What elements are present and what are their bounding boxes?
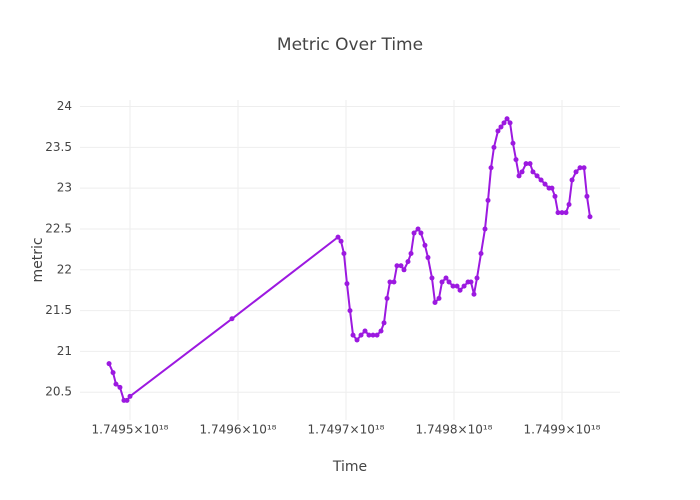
marker [530, 169, 536, 175]
marker [411, 230, 417, 236]
marker [454, 283, 460, 289]
marker [366, 332, 372, 338]
y-tick-label: 23.5 [45, 140, 72, 154]
x-tick-label: 1.7499×10¹⁸ [524, 423, 601, 437]
marker [106, 361, 112, 367]
marker [127, 393, 133, 399]
marker [381, 320, 387, 326]
marker [501, 120, 507, 126]
marker [491, 144, 497, 150]
y-tick-label: 22.5 [45, 221, 72, 235]
marker [504, 116, 510, 122]
marker [432, 299, 438, 305]
marker [538, 177, 544, 183]
x-tick-label: 1.7495×10¹⁸ [92, 423, 169, 437]
marker [344, 281, 350, 287]
y-axis-title: metric [30, 237, 46, 282]
marker [555, 210, 561, 216]
marker [577, 165, 583, 171]
marker [478, 250, 484, 256]
marker [113, 381, 119, 387]
x-tick-label: 1.7498×10¹⁸ [416, 423, 493, 437]
marker [516, 173, 522, 179]
marker [384, 295, 390, 301]
marker [387, 279, 393, 285]
marker [457, 287, 463, 293]
x-axis-title: Time [332, 459, 367, 475]
marker [436, 295, 442, 301]
marker [468, 279, 474, 285]
marker [335, 234, 341, 240]
marker [507, 120, 513, 126]
marker [358, 332, 364, 338]
marker [581, 165, 587, 171]
y-tick-label: 21 [57, 344, 72, 358]
chart-title: Metric Over Time [277, 35, 423, 55]
marker [362, 328, 368, 334]
marker [446, 279, 452, 285]
marker [429, 275, 435, 281]
y-tick-label: 24 [57, 99, 72, 113]
marker [563, 210, 569, 216]
marker [542, 181, 548, 187]
marker [391, 279, 397, 285]
marker [401, 267, 407, 273]
marker [584, 193, 590, 199]
marker [443, 275, 449, 281]
marker [552, 193, 558, 199]
marker [519, 169, 525, 175]
marker [485, 197, 491, 203]
marker [461, 283, 467, 289]
y-tick-label: 21.5 [45, 303, 72, 317]
marker [229, 316, 235, 322]
marker [425, 255, 431, 261]
marker [394, 263, 400, 269]
marker [513, 157, 519, 163]
marker [418, 230, 424, 236]
marker [498, 124, 504, 130]
marker [450, 283, 456, 289]
marker [439, 279, 445, 285]
marker [398, 263, 404, 269]
marker [482, 226, 488, 232]
marker [495, 128, 501, 134]
marker [354, 337, 360, 343]
marker [347, 308, 353, 314]
marker [374, 332, 380, 338]
marker [341, 250, 347, 256]
marker [549, 185, 555, 191]
marker [415, 226, 421, 232]
marker [110, 370, 116, 376]
x-tick-label: 1.7496×10¹⁸ [200, 423, 277, 437]
marker [474, 275, 480, 281]
marker [124, 397, 130, 403]
marker [510, 140, 516, 146]
marker [569, 177, 575, 183]
marker [523, 161, 529, 167]
marker [422, 242, 428, 248]
x-tick-label: 1.7497×10¹⁸ [308, 423, 385, 437]
marker [338, 238, 344, 244]
marker [573, 169, 579, 175]
marker [350, 332, 356, 338]
line [108, 117, 591, 402]
marker [559, 210, 565, 216]
marker [534, 173, 540, 179]
y-tick-label: 23 [57, 181, 72, 195]
y-tick-label: 20.5 [45, 385, 72, 399]
marker [527, 161, 533, 167]
y-tick-label: 22 [57, 262, 72, 276]
marker [378, 328, 384, 334]
marker [471, 291, 477, 297]
marker [488, 165, 494, 171]
marker [587, 214, 593, 220]
marker [566, 201, 572, 207]
marker [405, 259, 411, 265]
marker [370, 332, 376, 338]
marker [408, 250, 414, 256]
marker [117, 384, 123, 390]
